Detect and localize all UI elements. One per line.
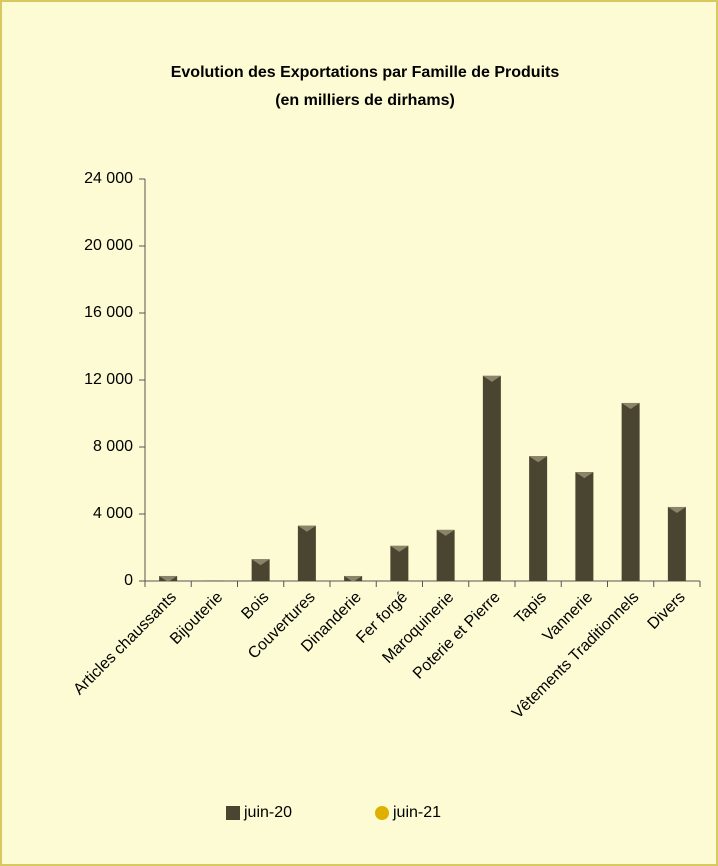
- bar: [621, 402, 640, 581]
- bar-top: [667, 506, 686, 513]
- chart-subtitle: (en milliers de dirhams): [275, 92, 455, 109]
- bar-top: [575, 472, 594, 479]
- y-tick-label: 0: [124, 572, 133, 589]
- bar: [575, 472, 594, 581]
- y-tick-label: 12 000: [84, 371, 133, 388]
- bar: [667, 506, 686, 581]
- legend-label: juin-21: [392, 804, 441, 821]
- y-tick-label: 24 000: [84, 170, 133, 187]
- bar-top: [621, 402, 640, 409]
- bar: [436, 529, 455, 581]
- bar-top: [482, 375, 501, 382]
- bar-top: [297, 525, 316, 532]
- bar-top: [251, 559, 270, 566]
- bar: [205, 580, 224, 581]
- bar: [529, 456, 548, 581]
- bar-top: [529, 456, 548, 463]
- y-tick-label: 20 000: [84, 237, 133, 254]
- bar: [297, 525, 316, 581]
- bar: [482, 375, 501, 581]
- bar-top: [159, 575, 178, 582]
- bar-top: [436, 529, 455, 536]
- bar-top: [390, 545, 409, 552]
- legend-swatch: [226, 806, 240, 820]
- y-tick-label: 8 000: [93, 438, 133, 455]
- legend-swatch: [375, 806, 389, 820]
- bar: [251, 559, 270, 581]
- bar-top: [344, 575, 363, 582]
- y-tick-label: 4 000: [93, 505, 133, 522]
- legend-label: juin-20: [243, 804, 292, 821]
- y-tick-label: 16 000: [84, 304, 133, 321]
- chart-title: Evolution des Exportations par Famille d…: [171, 64, 560, 81]
- bar: [390, 545, 409, 581]
